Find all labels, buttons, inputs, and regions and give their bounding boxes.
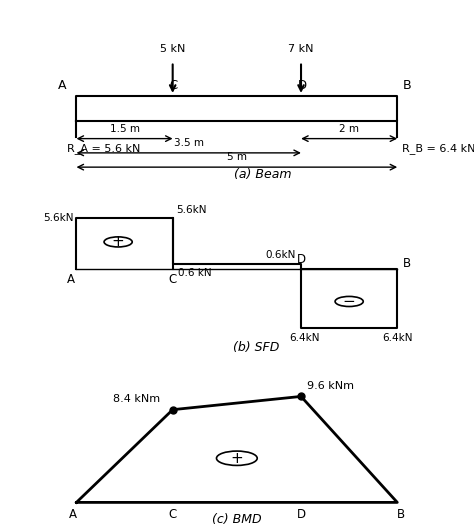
Text: B: B	[402, 79, 411, 92]
Text: D: D	[296, 253, 306, 266]
Text: (b) SFD: (b) SFD	[233, 340, 279, 354]
Text: R_B = 6.4 kN: R_B = 6.4 kN	[402, 143, 474, 154]
Text: 8.4 kNm: 8.4 kNm	[113, 394, 160, 404]
Text: +: +	[112, 235, 125, 250]
Text: C: C	[170, 79, 178, 92]
Text: 9.6 kNm: 9.6 kNm	[308, 381, 355, 391]
Text: 5 kN: 5 kN	[160, 45, 185, 54]
Text: 1.5 m: 1.5 m	[109, 123, 139, 134]
Text: 5 m: 5 m	[227, 152, 247, 162]
Text: 2 m: 2 m	[339, 123, 359, 134]
Text: R_A = 5.6 kN: R_A = 5.6 kN	[67, 143, 140, 154]
Text: 7 kN: 7 kN	[288, 45, 314, 54]
Text: C: C	[169, 273, 177, 286]
Text: A: A	[58, 79, 67, 92]
Text: 6.4kN: 6.4kN	[289, 332, 319, 343]
Text: (c) BMD: (c) BMD	[212, 512, 262, 526]
Text: −: −	[343, 294, 356, 309]
Text: (a) Beam: (a) Beam	[234, 168, 292, 181]
Text: D: D	[296, 508, 306, 521]
Text: 5.6kN: 5.6kN	[43, 213, 73, 223]
Text: 0.6 kN: 0.6 kN	[178, 268, 211, 278]
Text: +: +	[230, 451, 243, 466]
Text: 5.6kN: 5.6kN	[176, 205, 206, 215]
Text: A: A	[69, 508, 77, 521]
Text: 6.4kN: 6.4kN	[382, 332, 412, 343]
Text: B: B	[396, 508, 404, 521]
Text: C: C	[169, 508, 177, 521]
Text: B: B	[402, 257, 410, 270]
Text: 3.5 m: 3.5 m	[174, 138, 204, 148]
Text: D: D	[298, 79, 307, 92]
Text: A: A	[67, 273, 75, 286]
Text: 0.6kN: 0.6kN	[265, 250, 296, 260]
